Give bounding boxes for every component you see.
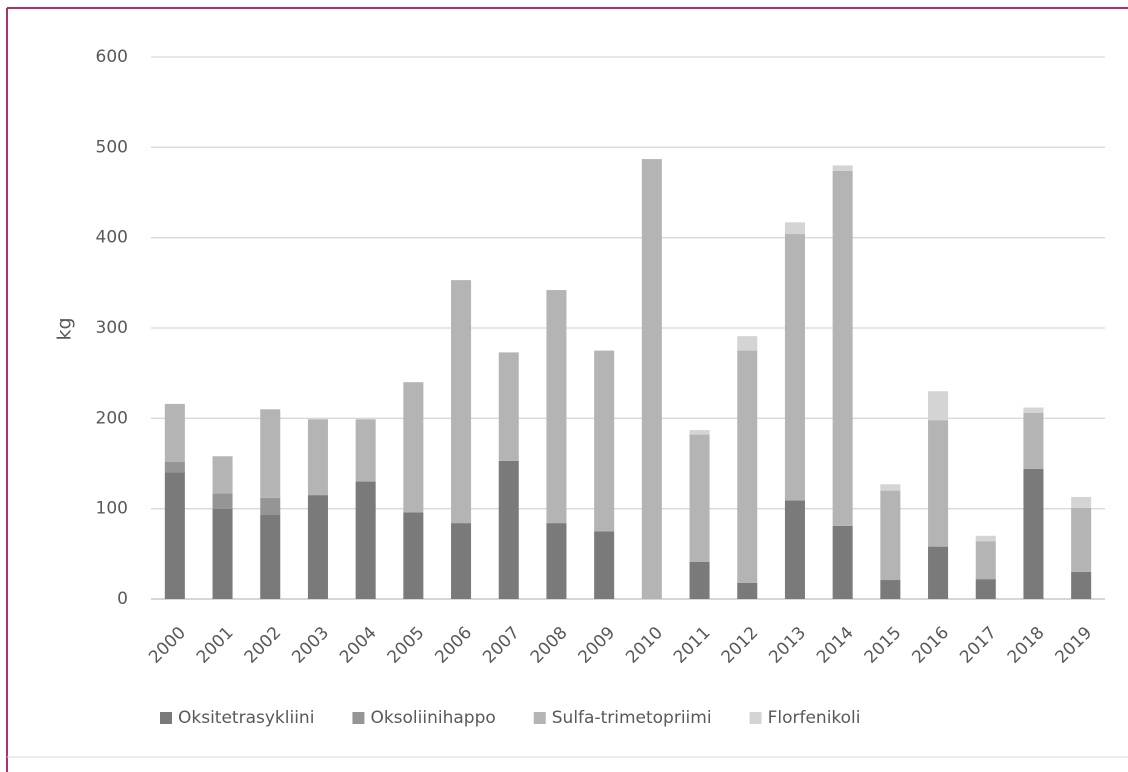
bar-segment (451, 280, 472, 524)
bar-segment (689, 561, 710, 599)
bar-segment (355, 419, 376, 482)
bar-segment (1023, 468, 1044, 599)
bar-segment (212, 493, 233, 509)
bar-segment (498, 460, 519, 599)
bar-segment (212, 508, 233, 599)
bar-segment (784, 222, 805, 235)
x-tick-label: 2013 (765, 623, 810, 668)
legend-swatch (749, 712, 762, 724)
bar-segment (975, 535, 996, 542)
bar-segment (498, 352, 519, 461)
bar-segment (260, 514, 281, 599)
bar-segment (546, 523, 567, 599)
bar-segment (594, 350, 615, 532)
x-tick-label: 2004 (336, 623, 381, 668)
x-tick-label: 2012 (718, 623, 763, 668)
legend-label: Florfenikoli (768, 708, 861, 728)
bar-segment (737, 336, 758, 351)
x-tick-label: 2010 (622, 623, 667, 668)
bar-segment (975, 541, 996, 580)
bar-segment (403, 382, 424, 513)
x-tick-label: 2003 (288, 623, 333, 668)
x-tick-label: 2008 (527, 623, 572, 668)
bar-segment (1023, 412, 1044, 469)
bar-segment (307, 495, 328, 599)
bar-segment (832, 525, 853, 599)
bar-segment (307, 419, 328, 496)
bar-segment (164, 403, 185, 462)
bar-segment (641, 159, 662, 599)
bar-segment (689, 434, 710, 562)
bar-segment (928, 546, 949, 599)
x-tick-label: 2019 (1051, 623, 1096, 668)
legend-swatch (533, 712, 546, 724)
bar-segment (403, 512, 424, 599)
x-tick-label: 2016 (908, 623, 953, 668)
bar-segment (784, 234, 805, 501)
bar-segment (832, 165, 853, 171)
y-tick-label: 200 (96, 408, 128, 428)
bar-segment (1071, 496, 1092, 508)
bar-segment (355, 481, 376, 599)
legend-swatch (160, 712, 172, 724)
bar-segment (546, 290, 567, 524)
bar-segment (1071, 571, 1092, 599)
x-tick-label: 2002 (241, 623, 286, 668)
bar-segment (260, 497, 281, 515)
x-tick-label: 2011 (670, 623, 715, 668)
bar-segment (737, 582, 758, 599)
x-tick-label: 2006 (431, 623, 476, 668)
legend-label: Oksoliinihappo (370, 708, 495, 728)
bar-segment (784, 500, 805, 599)
bar-segment (928, 420, 949, 547)
bar-segment (975, 579, 996, 599)
y-tick-label: 500 (96, 137, 128, 157)
y-axis-label: kg (54, 317, 76, 340)
bar-segment (880, 484, 901, 491)
bar-segment (737, 350, 758, 583)
legend-swatch (352, 712, 365, 724)
x-tick-label: 2018 (1004, 623, 1049, 668)
bar-segment (164, 461, 185, 473)
bar-segment (260, 409, 281, 498)
x-tick-label: 2014 (813, 623, 858, 668)
bar-segment (832, 170, 853, 526)
bar-segment (451, 523, 472, 599)
x-tick-label: 2009 (574, 623, 619, 668)
bar-segment (880, 580, 901, 599)
x-tick-label: 2015 (861, 623, 906, 668)
y-tick-label: 300 (96, 318, 128, 338)
bar-segment (594, 531, 615, 599)
bar-segment (928, 391, 949, 421)
y-tick-label: 600 (96, 47, 128, 67)
bar-segment (164, 472, 185, 599)
legend-label: Sulfa-trimetopriimi (552, 708, 712, 728)
x-tick-label: 2007 (479, 623, 524, 668)
y-tick-label: 400 (96, 228, 128, 248)
x-tick-label: 2017 (956, 623, 1001, 668)
bar-segment (689, 430, 710, 435)
y-tick-label: 0 (117, 589, 128, 609)
bar-segment (880, 490, 901, 581)
bar-segment (1023, 407, 1044, 413)
legend-label: Oksitetrasykliini (178, 708, 314, 728)
bar-segment (212, 456, 233, 494)
y-tick-label: 100 (96, 499, 128, 519)
bar-segment (1071, 507, 1092, 572)
x-tick-label: 2005 (384, 623, 429, 668)
x-tick-label: 2001 (193, 623, 238, 668)
x-tick-label: 2000 (145, 623, 190, 668)
